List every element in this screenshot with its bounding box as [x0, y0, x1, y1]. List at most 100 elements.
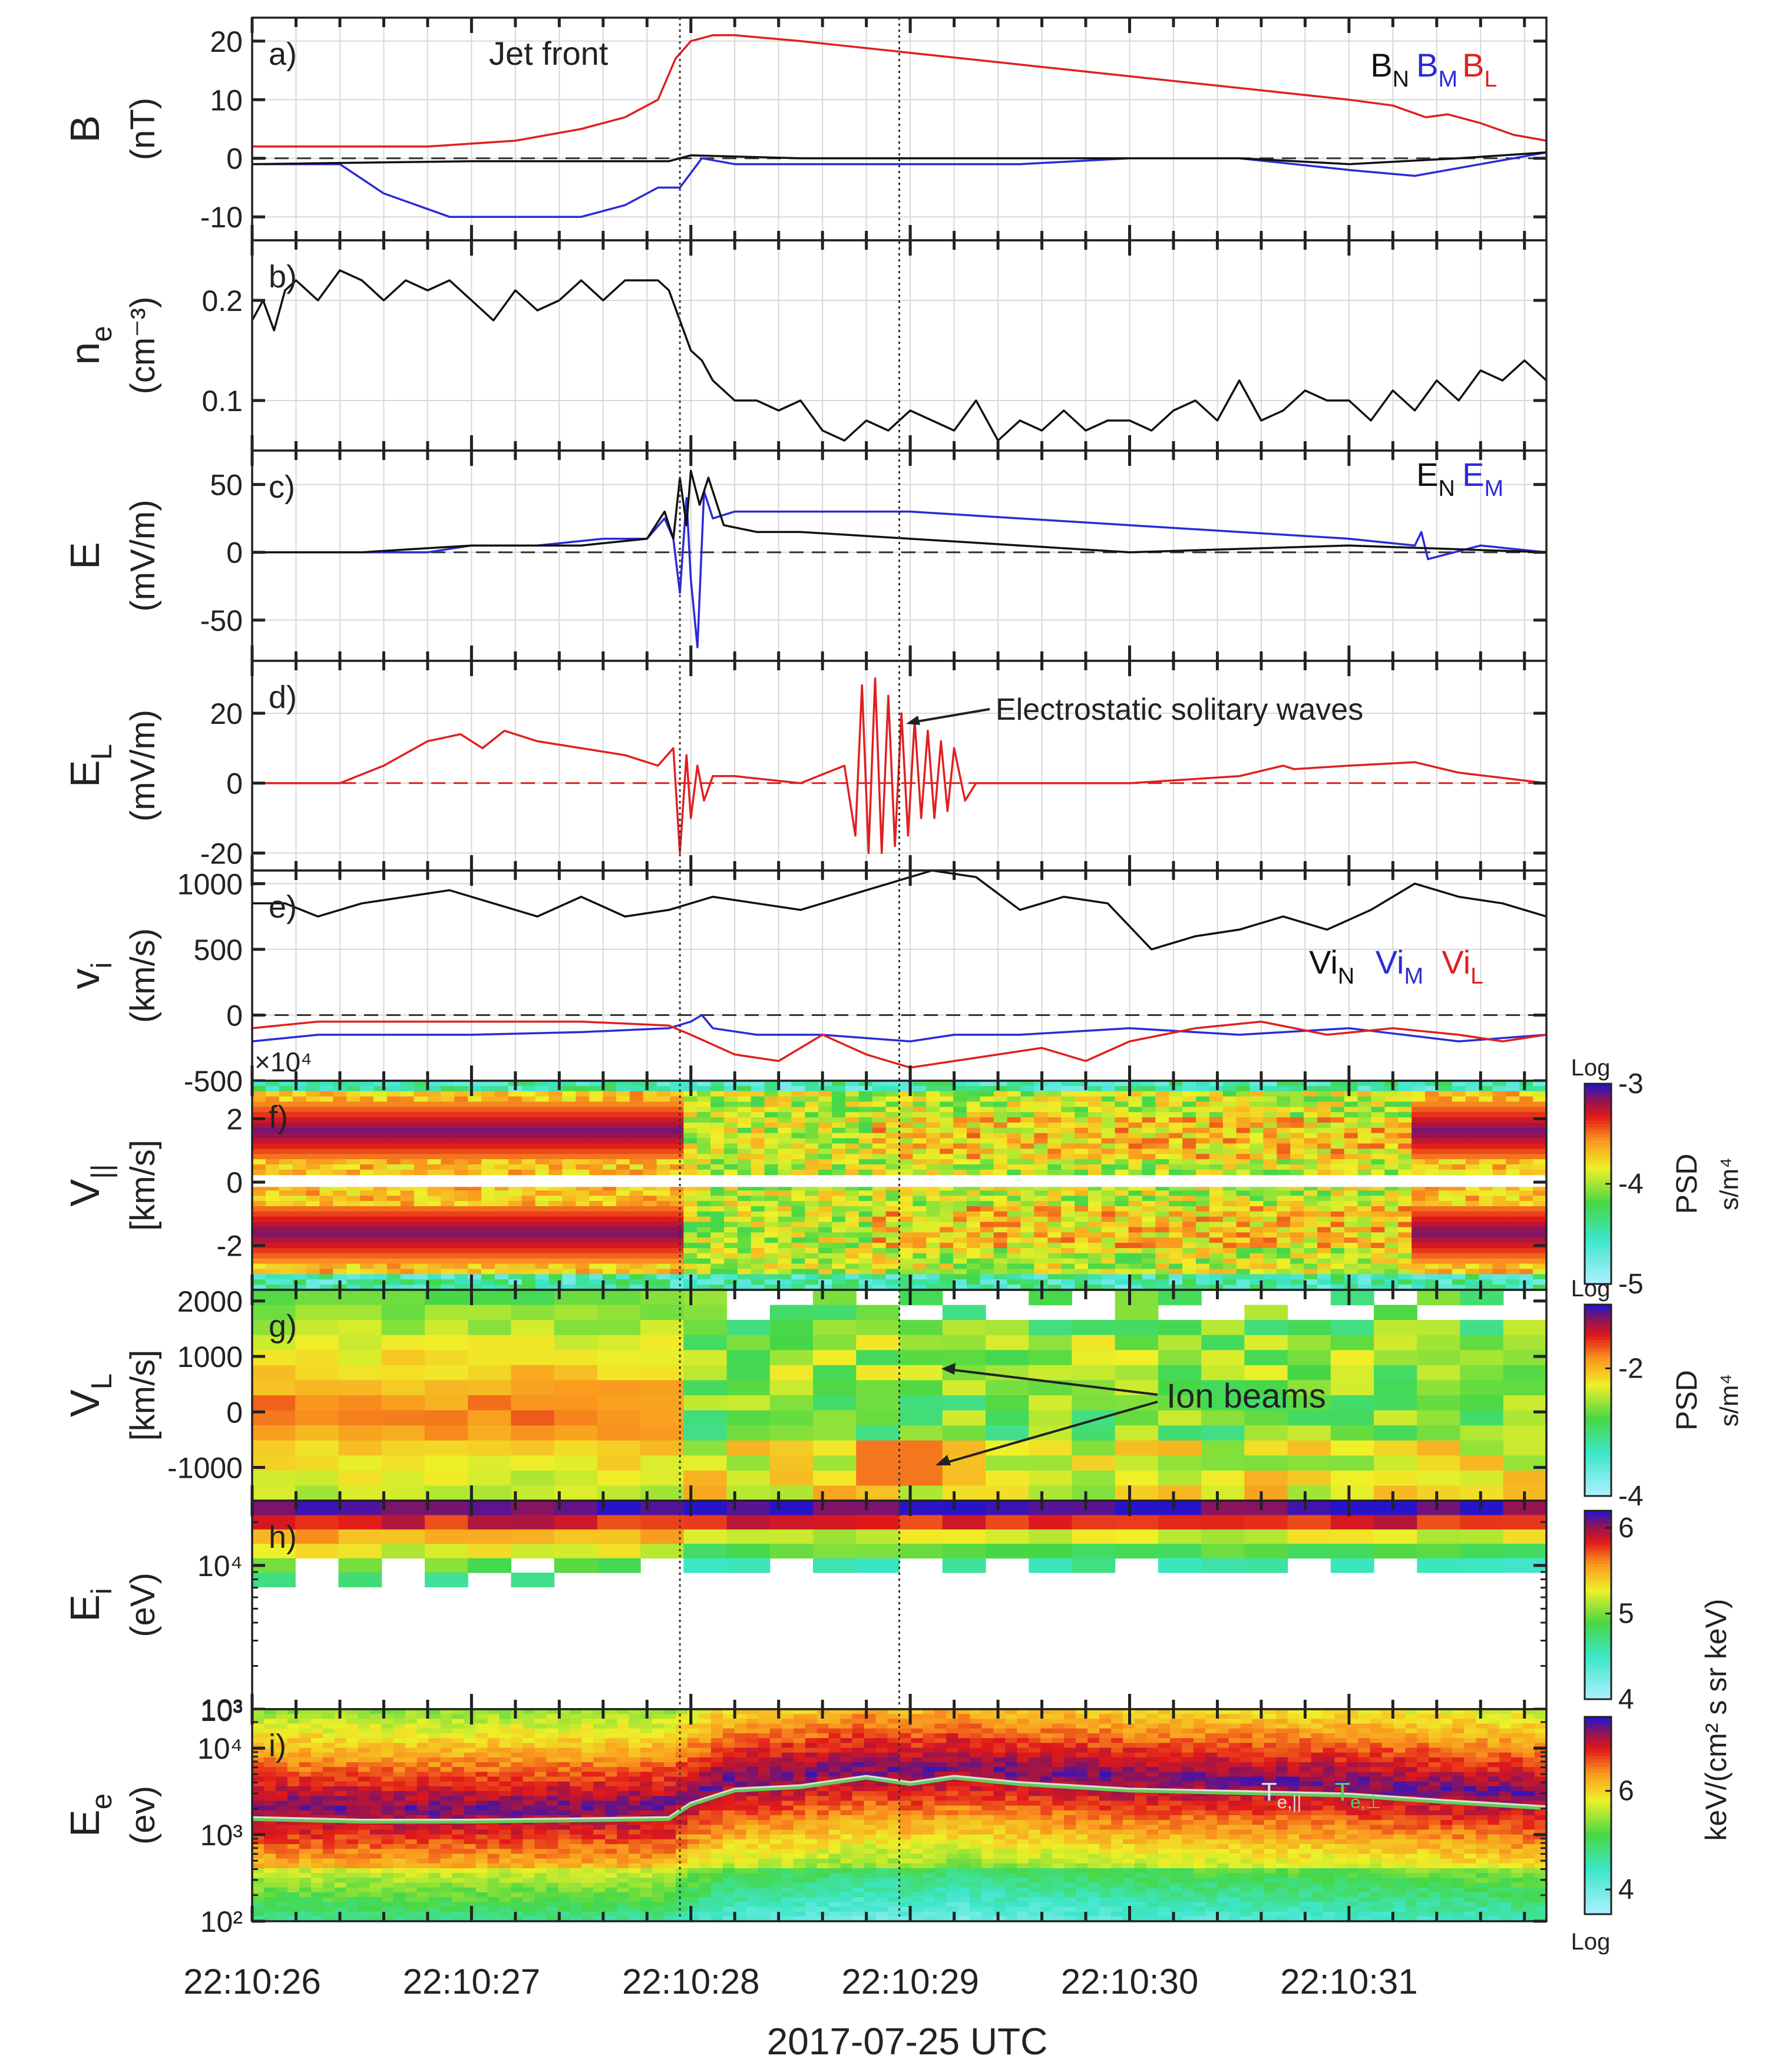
heatmap-cell: [723, 1269, 738, 1275]
heatmap-cell: [710, 1148, 725, 1154]
heatmap-cell: [1007, 1227, 1022, 1233]
heatmap-cell: [751, 1196, 765, 1202]
heatmap-cell: [1087, 1123, 1102, 1128]
heatmap-cell: [1128, 1133, 1143, 1139]
heatmap-cell: [548, 1201, 563, 1207]
heatmap-cell: [764, 1127, 779, 1134]
heatmap-cell: [764, 1091, 779, 1097]
heatmap-cell: [1182, 1117, 1196, 1123]
heatmap-cell: [1371, 1211, 1385, 1217]
heatmap-cell: [791, 1227, 805, 1233]
heatmap-cell: [346, 1112, 361, 1118]
heatmap-cell: [1330, 1148, 1345, 1154]
heatmap-cell: [1465, 1232, 1480, 1238]
heatmap-cell: [603, 1232, 617, 1238]
heatmap-cell: [1417, 1470, 1461, 1487]
heatmap-cell: [1047, 1085, 1062, 1092]
heatmap-cell: [1452, 1096, 1466, 1103]
heatmap-cell: [279, 1274, 293, 1280]
heatmap-cell: [1398, 1185, 1412, 1191]
heatmap-cell: [295, 1350, 339, 1366]
heatmap-cell: [521, 1117, 536, 1123]
heatmap-cell: [292, 1081, 307, 1087]
heatmap-cell: [1142, 1190, 1156, 1196]
heatmap-cell: [1438, 1081, 1453, 1087]
heatmap-cell: [554, 1305, 598, 1320]
heatmap-cell: [1061, 1243, 1075, 1249]
series-ViN: [252, 869, 1547, 951]
heatmap-cell: [966, 1085, 981, 1092]
heatmap-cell: [1007, 1123, 1022, 1128]
heatmap-cell: [643, 1164, 657, 1170]
heatmap-cell: [576, 1216, 590, 1223]
heatmap-cell: [1263, 1243, 1277, 1249]
heatmap-cell: [1304, 1133, 1318, 1139]
heatmap-cell: [1182, 1133, 1196, 1139]
heatmap-cell: [338, 1335, 382, 1351]
heatmap-cell: [1398, 1216, 1412, 1223]
heatmap-cell: [1344, 1216, 1358, 1223]
heatmap-cell: [1072, 1320, 1116, 1336]
heatmap-cell: [1195, 1211, 1210, 1217]
heatmap-cell: [1182, 1279, 1196, 1285]
heatmap-cell: [1201, 1365, 1245, 1381]
heatmap-cell: [872, 1143, 887, 1149]
heatmap-cell: [1398, 1253, 1412, 1259]
heatmap-cell: [985, 1485, 1029, 1501]
heatmap-cell: [966, 1096, 981, 1103]
heatmap-cell: [265, 1143, 280, 1149]
colorbar-step: [1585, 1200, 1611, 1204]
colorbar-scale-label: Log: [1571, 1055, 1611, 1081]
heatmap-cell: [589, 1085, 603, 1092]
heatmap-cell: [723, 1232, 738, 1238]
annotation-a: Jet front: [489, 35, 609, 72]
heatmap-cell: [913, 1253, 927, 1259]
heatmap-cell: [1075, 1185, 1089, 1191]
heatmap-cell: [1263, 1096, 1277, 1103]
heatmap-cell: [656, 1107, 671, 1113]
heatmap-cell: [656, 1279, 671, 1285]
heatmap-cell: [966, 1258, 981, 1265]
heatmap-cell: [640, 1380, 684, 1396]
heatmap-cell: [508, 1232, 523, 1238]
heatmap-cell: [1034, 1216, 1048, 1223]
heatmap-cell: [769, 1529, 814, 1544]
heatmap-cell: [723, 1112, 738, 1118]
heatmap-cell: [1506, 1164, 1520, 1170]
heatmap-cell: [966, 1133, 981, 1139]
y-tick-label: 0: [226, 767, 243, 800]
legend-item-ViM: ViM: [1376, 944, 1423, 989]
heatmap-cell: [1519, 1211, 1533, 1217]
heatmap-cell: [1195, 1143, 1210, 1149]
heatmap-cell: [899, 1380, 943, 1396]
heatmap-cell: [381, 1365, 425, 1381]
heatmap-cell: [1384, 1222, 1399, 1228]
heatmap-cell: [292, 1216, 307, 1223]
heatmap-cell: [710, 1211, 725, 1217]
heatmap-cell: [913, 1091, 927, 1097]
heatmap-cell: [993, 1138, 1008, 1144]
heatmap-cell: [252, 1091, 266, 1097]
grid-a: [252, 18, 1546, 240]
heatmap-cell: [872, 1085, 887, 1092]
heatmap-cell: [791, 1143, 805, 1149]
heatmap-cell: [940, 1159, 954, 1165]
heatmap-cell: [1330, 1138, 1345, 1144]
heatmap-cell: [966, 1117, 981, 1123]
heatmap-cell: [1155, 1112, 1169, 1118]
heatmap-cell: [338, 1440, 382, 1456]
heatmap-cell: [1047, 1185, 1062, 1191]
heatmap-cell: [292, 1274, 307, 1280]
heatmap-cell: [791, 1117, 805, 1123]
heatmap-cell: [629, 1159, 644, 1165]
heatmap-cell: [1344, 1222, 1358, 1228]
heatmap-cell: [953, 1232, 967, 1238]
heatmap-cell: [468, 1101, 482, 1107]
heatmap-cell: [723, 1279, 738, 1285]
heatmap-cell: [1412, 1112, 1426, 1118]
heatmap-cell: [629, 1248, 644, 1254]
heatmap-cell: [629, 1169, 644, 1176]
heatmap-cell: [1533, 1237, 1547, 1243]
heatmap-cell: [845, 1232, 860, 1238]
heatmap-cell: [1101, 1148, 1116, 1154]
